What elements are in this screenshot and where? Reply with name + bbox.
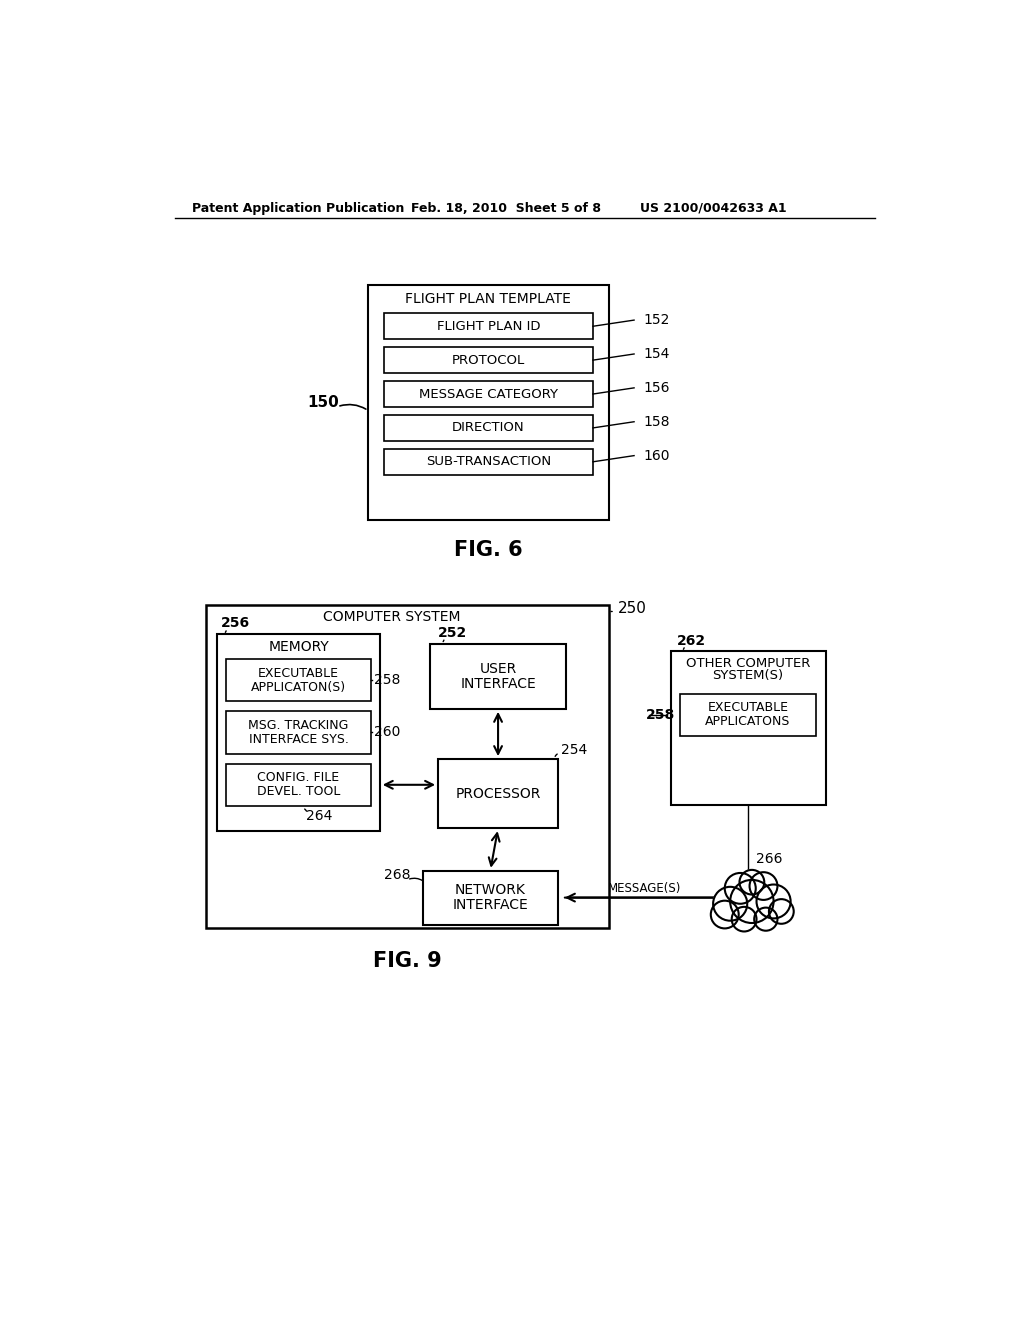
Text: MESSAGE CATEGORY: MESSAGE CATEGORY xyxy=(419,388,558,400)
Text: 268: 268 xyxy=(384,869,411,882)
Bar xyxy=(226,659,371,701)
Circle shape xyxy=(713,887,748,921)
Text: FIG. 6: FIG. 6 xyxy=(454,540,522,560)
Text: FLIGHT PLAN ID: FLIGHT PLAN ID xyxy=(436,319,540,333)
Text: 258: 258 xyxy=(646,708,675,722)
Bar xyxy=(680,693,816,737)
Bar xyxy=(226,763,371,807)
Text: PROCESSOR: PROCESSOR xyxy=(456,787,541,801)
Text: 154: 154 xyxy=(643,347,670,360)
Text: MSG. TRACKING: MSG. TRACKING xyxy=(248,719,349,733)
Text: DIRECTION: DIRECTION xyxy=(452,421,524,434)
Text: 160: 160 xyxy=(643,449,670,462)
Circle shape xyxy=(769,899,794,924)
Bar xyxy=(384,347,593,374)
Text: 266: 266 xyxy=(756,853,782,866)
Text: 252: 252 xyxy=(438,627,467,640)
Text: 258: 258 xyxy=(374,673,400,688)
Text: 264: 264 xyxy=(306,809,333,822)
Text: INTERFACE SYS.: INTERFACE SYS. xyxy=(249,733,348,746)
Bar xyxy=(384,449,593,475)
Text: 250: 250 xyxy=(617,602,647,616)
Circle shape xyxy=(730,880,773,923)
Text: INTERFACE: INTERFACE xyxy=(460,677,536,690)
Text: NETWORK: NETWORK xyxy=(717,896,787,911)
Text: Patent Application Publication: Patent Application Publication xyxy=(191,202,403,215)
Text: Feb. 18, 2010  Sheet 5 of 8: Feb. 18, 2010 Sheet 5 of 8 xyxy=(411,202,601,215)
Text: MESSAGE(S): MESSAGE(S) xyxy=(607,882,681,895)
Text: SYSTEM(S): SYSTEM(S) xyxy=(713,669,783,682)
Circle shape xyxy=(725,873,756,904)
Bar xyxy=(384,414,593,441)
Text: APPLICATONS: APPLICATONS xyxy=(706,715,791,729)
Bar xyxy=(226,711,371,754)
Text: 254: 254 xyxy=(561,743,588,756)
Circle shape xyxy=(711,900,738,928)
Bar xyxy=(384,381,593,407)
Text: FLIGHT PLAN TEMPLATE: FLIGHT PLAN TEMPLATE xyxy=(406,292,571,305)
Text: 256: 256 xyxy=(221,616,250,631)
Text: 156: 156 xyxy=(643,381,670,395)
Text: USER: USER xyxy=(479,661,517,676)
Text: 262: 262 xyxy=(677,634,706,648)
Bar xyxy=(438,759,558,829)
Text: OTHER COMPUTER: OTHER COMPUTER xyxy=(686,657,810,671)
Circle shape xyxy=(750,873,777,900)
Text: INTERFACE: INTERFACE xyxy=(453,899,528,912)
Circle shape xyxy=(757,884,791,919)
Text: US 2100/0042633 A1: US 2100/0042633 A1 xyxy=(640,202,786,215)
Bar xyxy=(430,644,566,709)
Text: CONFIG. FILE: CONFIG. FILE xyxy=(257,771,340,784)
Circle shape xyxy=(755,908,777,931)
Bar xyxy=(423,871,558,924)
Text: 150: 150 xyxy=(307,396,339,411)
Text: EXECUTABLE: EXECUTABLE xyxy=(258,667,339,680)
Text: PROTOCOL: PROTOCOL xyxy=(452,354,525,367)
Text: EXECUTABLE: EXECUTABLE xyxy=(708,701,788,714)
Bar xyxy=(369,285,608,520)
Text: DEVEL. TOOL: DEVEL. TOOL xyxy=(257,785,340,799)
Bar xyxy=(217,635,380,830)
Bar xyxy=(671,651,825,805)
Text: COMPUTER SYSTEM: COMPUTER SYSTEM xyxy=(323,610,460,624)
Text: SUB-TRANSACTION: SUB-TRANSACTION xyxy=(426,455,551,469)
Bar xyxy=(206,605,608,928)
Text: 152: 152 xyxy=(643,313,670,327)
Text: NETWORK: NETWORK xyxy=(455,883,525,896)
Text: MEMORY: MEMORY xyxy=(268,640,329,653)
Circle shape xyxy=(739,870,764,895)
Bar xyxy=(384,313,593,339)
Text: FIG. 9: FIG. 9 xyxy=(373,950,441,970)
Circle shape xyxy=(732,907,757,932)
Text: APPLICATON(S): APPLICATON(S) xyxy=(251,681,346,693)
Text: 158: 158 xyxy=(643,414,670,429)
Text: 260: 260 xyxy=(374,726,400,739)
